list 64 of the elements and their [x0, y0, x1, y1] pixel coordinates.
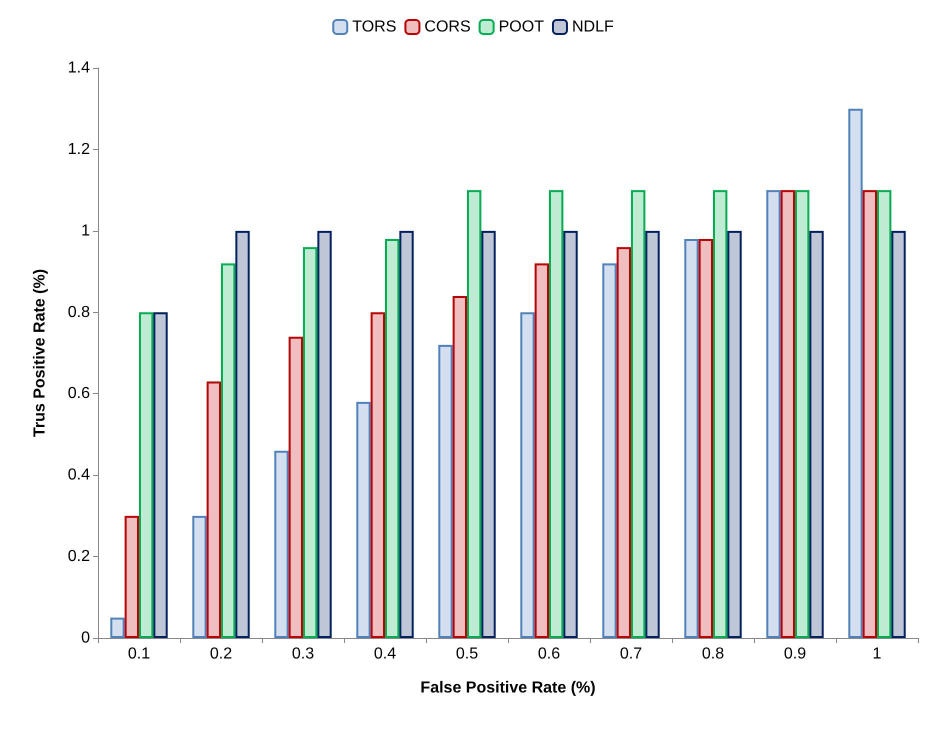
y-tick-label: 0.8	[68, 304, 90, 321]
bar	[288, 336, 303, 638]
legend-label: POOT	[498, 18, 544, 36]
y-axis-title: Trus Positive Rate (%)	[32, 268, 48, 438]
bar	[370, 312, 385, 638]
bar	[534, 263, 549, 638]
bar	[766, 190, 781, 638]
y-tick-label: 0.2	[68, 548, 90, 566]
x-tick-label: 0.5	[456, 646, 478, 662]
x-tick-label: 0.1	[128, 646, 150, 662]
legend-label: TORS	[352, 18, 396, 36]
legend-label: NDLF	[572, 18, 614, 36]
bar	[385, 239, 400, 638]
bar	[399, 230, 414, 638]
bar	[221, 263, 236, 638]
bar	[139, 312, 154, 638]
bar	[110, 618, 125, 638]
y-tick-label: 1	[81, 222, 90, 240]
y-tick-label: 1.4	[68, 60, 90, 76]
bar	[481, 230, 496, 638]
bar	[848, 108, 863, 638]
x-tick-label: 0.7	[620, 646, 642, 662]
bar	[698, 239, 713, 638]
y-tick-label: 0.4	[68, 466, 90, 484]
bar	[616, 247, 631, 638]
x-tick-label: 0.2	[210, 646, 232, 662]
bar	[684, 239, 699, 638]
bar	[356, 402, 371, 638]
bar	[891, 230, 906, 638]
x-tick-label: 0.6	[538, 646, 560, 662]
bar	[192, 516, 207, 638]
x-tick-label: 0.4	[374, 646, 396, 662]
x-tick-label: 0.3	[292, 646, 314, 662]
bar	[780, 190, 795, 638]
x-tick-label: 1	[872, 646, 882, 662]
bar	[713, 190, 728, 638]
bar	[795, 190, 810, 638]
bar	[452, 296, 467, 638]
bar	[862, 190, 877, 638]
bar	[602, 263, 617, 638]
y-tick-label: 0	[81, 630, 90, 646]
bar	[467, 190, 482, 638]
bar	[809, 230, 824, 638]
bar	[645, 230, 660, 638]
bar	[274, 450, 289, 638]
bar	[438, 344, 453, 638]
bar	[520, 312, 535, 638]
bar	[303, 247, 318, 638]
legend-label: CORS	[424, 18, 471, 36]
bar	[206, 382, 221, 638]
bar	[549, 190, 564, 638]
bar	[124, 516, 139, 638]
x-tick-label: 0.9	[784, 646, 806, 662]
bar	[631, 190, 646, 638]
y-tick-label: 1.2	[68, 140, 90, 158]
x-tick-label: 0.8	[702, 646, 724, 662]
bar	[563, 230, 578, 638]
bar	[235, 230, 250, 638]
bar	[153, 312, 168, 638]
bar	[317, 230, 332, 638]
x-axis-title: False Positive Rate (%)	[420, 680, 596, 696]
y-tick-label: 0.6	[68, 385, 90, 402]
bar	[727, 230, 742, 638]
bar	[877, 190, 892, 638]
